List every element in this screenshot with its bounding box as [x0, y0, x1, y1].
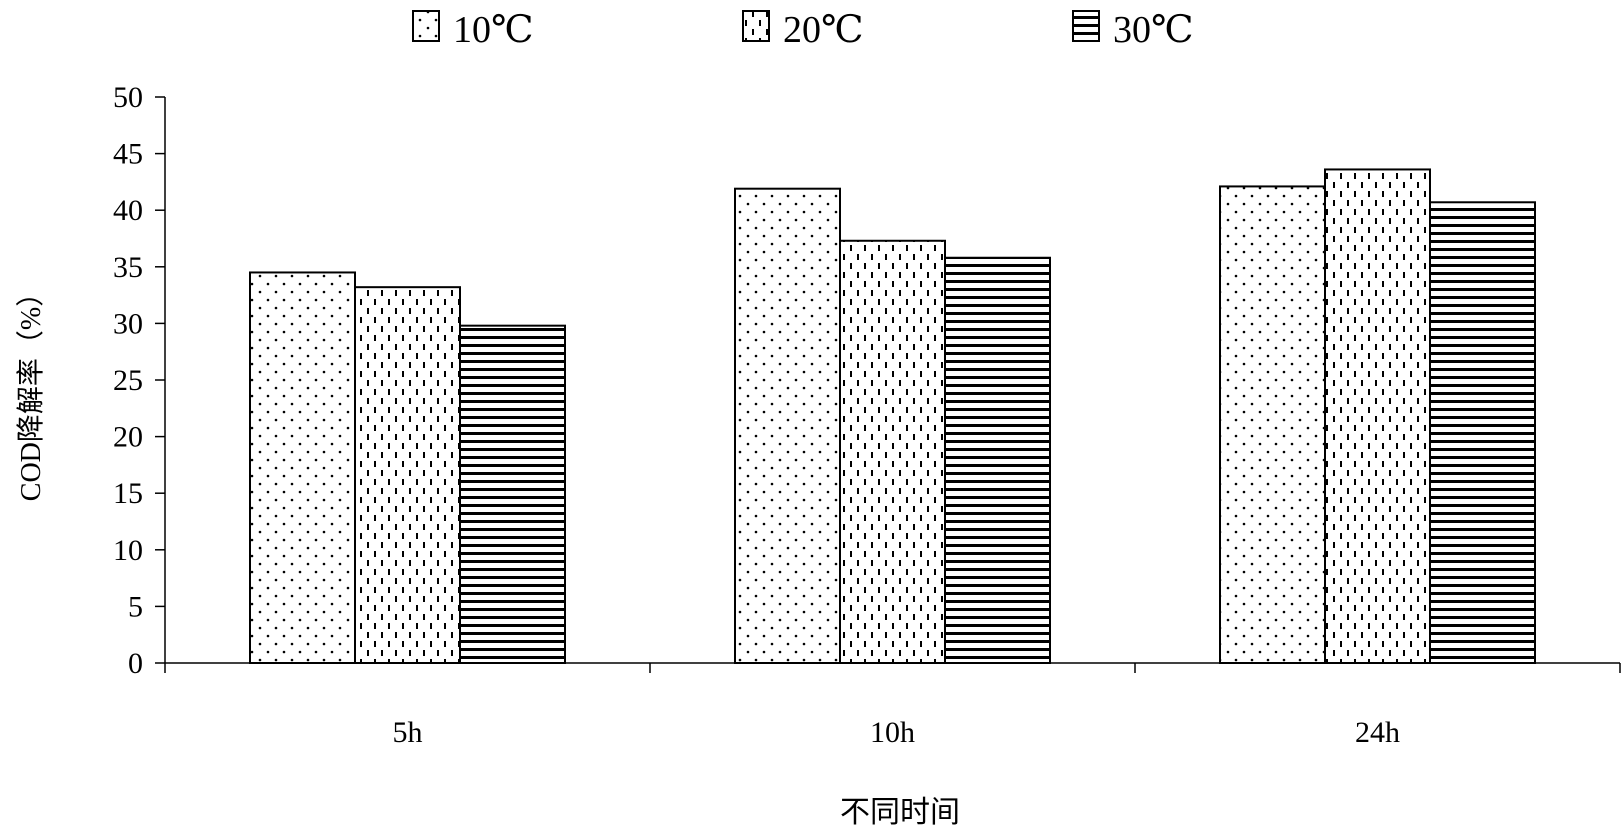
bar [944, 256, 1051, 664]
legend-swatch [412, 10, 440, 42]
y-tick-label: 20 [113, 421, 143, 454]
y-tick-label: 45 [113, 138, 143, 171]
y-tick-label: 15 [113, 477, 143, 510]
y-tick-label: 25 [113, 364, 143, 397]
x-tick-label: 10h [870, 716, 915, 749]
legend-label: 10℃ [453, 9, 534, 51]
x-tick-label: 5h [393, 716, 423, 749]
bar [249, 271, 356, 664]
y-tick-label: 30 [113, 307, 143, 340]
legend-label: 30℃ [1113, 9, 1194, 51]
bar [459, 324, 566, 664]
y-tick-label: 5 [128, 590, 143, 623]
legend: 10℃ 20℃ 30℃ [412, 9, 1194, 51]
bar [1429, 201, 1536, 664]
bar [1324, 168, 1431, 664]
bars [249, 168, 1536, 665]
y-tick-label: 50 [113, 81, 143, 114]
bar [734, 187, 841, 665]
y-tick-label: 35 [113, 251, 143, 284]
legend-swatch [742, 10, 770, 42]
legend-swatch [1072, 10, 1100, 42]
y-tick-label: 0 [128, 647, 143, 680]
bar [839, 239, 946, 664]
x-axis-title: 不同时间 [840, 796, 960, 829]
x-tick-label: 24h [1355, 716, 1400, 749]
axes: 0 5 10 15 20 25 30 35 40 45 50 5h 10h 24h [113, 81, 1621, 749]
legend-label: 20℃ [783, 9, 864, 51]
y-tick-label: 10 [113, 534, 143, 567]
y-tick-label: 40 [113, 194, 143, 227]
bar [1219, 185, 1326, 664]
y-axis-title: COD降解率（%） [15, 279, 47, 501]
bar [354, 286, 461, 664]
